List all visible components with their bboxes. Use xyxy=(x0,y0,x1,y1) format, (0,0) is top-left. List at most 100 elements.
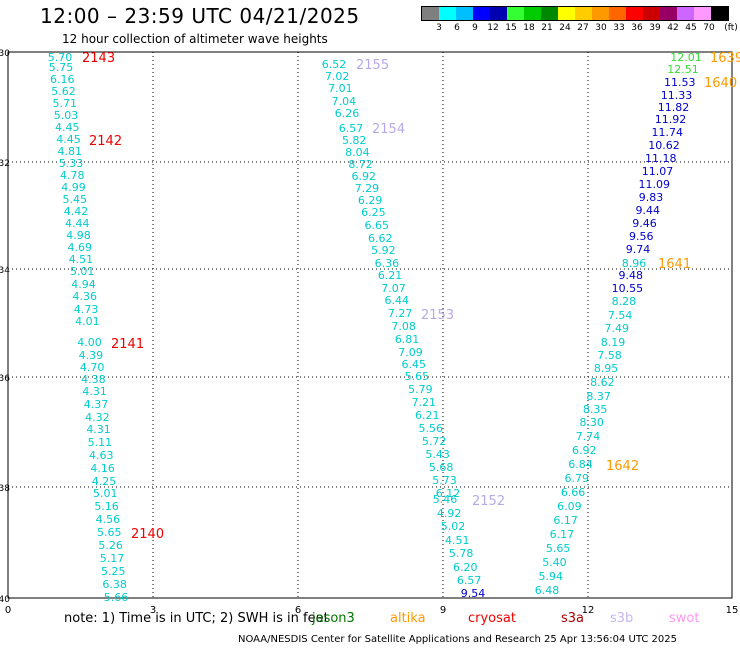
wave-height-value: 5.75 xyxy=(49,61,74,74)
legend-swatch xyxy=(711,7,728,20)
map-title: 12:00 – 23:59 UTC 04/21/2025 xyxy=(40,4,360,28)
wave-height-value: 6.79 xyxy=(565,472,590,485)
wave-height-value: 11.07 xyxy=(642,165,674,178)
pass-number-label: 2142 xyxy=(89,134,122,149)
wave-height-value: 5.11 xyxy=(88,436,113,449)
wave-height-value: 4.36 xyxy=(73,290,98,303)
legend-label: 3 xyxy=(436,23,442,33)
y-tick-label: -36 xyxy=(0,374,10,384)
wave-height-value: 12.51 xyxy=(667,63,699,76)
wave-height-value: 9.83 xyxy=(639,191,664,204)
legend-label: 27 xyxy=(577,23,589,33)
legend-swatch xyxy=(456,7,473,20)
map-subtitle: 12 hour collection of altimeter wave hei… xyxy=(62,32,328,46)
wave-height-value: 7.09 xyxy=(398,346,423,359)
wave-height-value: 5.71 xyxy=(53,97,78,110)
satellite-name: s3a xyxy=(561,611,585,626)
wave-height-value: 4.32 xyxy=(85,411,110,424)
wave-height-value: 9.56 xyxy=(629,230,654,243)
wave-height-value: 7.49 xyxy=(604,322,629,335)
wave-height-value: 4.51 xyxy=(69,253,94,266)
wave-height-value: 6.84 xyxy=(568,458,593,471)
legend-swatch xyxy=(677,7,694,20)
wave-height-value: 4.16 xyxy=(90,462,115,475)
legend-swatch xyxy=(507,7,524,20)
wave-height-value: 7.74 xyxy=(576,430,601,443)
wave-height-value: 7.01 xyxy=(328,82,353,95)
pass-number-label: 2154 xyxy=(372,122,405,137)
wave-height-value: 4.99 xyxy=(61,181,86,194)
legend-swatch xyxy=(592,7,609,20)
wave-height-value: 4.25 xyxy=(92,475,117,488)
pass-number-label: 2152 xyxy=(472,494,505,509)
satellite-name: swot xyxy=(669,611,700,626)
wave-height-value: 8.96 xyxy=(622,257,647,270)
wave-height-value: 7.07 xyxy=(381,282,406,295)
wave-height-value: 4.42 xyxy=(64,205,89,218)
legend-label: 45 xyxy=(685,23,697,33)
wave-height-value: 6.16 xyxy=(50,73,75,86)
legend-label: (ft) xyxy=(724,23,738,33)
x-tick-label: 15 xyxy=(726,605,739,616)
wave-height-value: 4.69 xyxy=(67,241,92,254)
wave-height-value: 9.54 xyxy=(461,587,486,600)
wave-height-value: 6.92 xyxy=(572,444,597,457)
wave-height-value: 5.72 xyxy=(422,435,447,448)
legend-swatch xyxy=(660,7,677,20)
wave-height-value: 6.20 xyxy=(453,561,478,574)
wave-height-value: 4.31 xyxy=(82,385,107,398)
wave-height-value: 4.70 xyxy=(80,361,105,374)
wave-height-value: 6.17 xyxy=(553,514,578,527)
wave-height-value: 5.43 xyxy=(425,448,450,461)
wave-height-value: 8.35 xyxy=(583,403,608,416)
wave-height-value: 5.46 xyxy=(433,493,458,506)
wave-height-value: 5.16 xyxy=(94,500,119,513)
wave-height-value: 5.17 xyxy=(100,552,125,565)
wave-height-value: 4.94 xyxy=(71,278,96,291)
legend-swatch xyxy=(575,7,592,20)
wave-height-value: 8.95 xyxy=(594,362,619,375)
wave-height-value: 6.26 xyxy=(335,107,360,120)
x-tick-label: 6 xyxy=(295,605,301,616)
wave-height-value: 4.45 xyxy=(56,133,81,146)
y-tick-label: -32 xyxy=(0,159,10,169)
wave-height-value: 5.66 xyxy=(104,591,129,604)
wave-height-value: 5.02 xyxy=(441,520,466,533)
legend-swatch xyxy=(524,7,541,20)
legend-label: 30 xyxy=(595,23,607,33)
wave-height-value: 4.81 xyxy=(57,145,82,158)
legend-swatch xyxy=(694,7,711,20)
legend-label: 70 xyxy=(703,23,715,33)
wave-height-value: 8.62 xyxy=(590,376,615,389)
wave-height-value: 6.09 xyxy=(557,500,582,513)
wave-height-value: 8.30 xyxy=(579,416,604,429)
legend-label: 39 xyxy=(649,23,661,33)
wave-height-value: 11.53 xyxy=(664,76,696,89)
wave-height-value: 4.98 xyxy=(66,229,91,242)
legend-swatch xyxy=(626,7,643,20)
legend-labels: 3 6 9 12 15 18 21 24 27 30 33 36 39 42 45 70 (ft) xyxy=(421,21,738,35)
wave-height-value: 5.01 xyxy=(70,265,95,278)
wave-height-value: 5.78 xyxy=(449,547,474,560)
wave-height-value: 7.08 xyxy=(391,320,416,333)
pass-number-label: 2140 xyxy=(131,527,164,542)
wave-height-value: 10.55 xyxy=(612,282,644,295)
legend-swatch xyxy=(643,7,660,20)
wave-height-value: 11.09 xyxy=(639,178,671,191)
wave-height-value: 6.65 xyxy=(365,219,390,232)
wave-height-value: 5.79 xyxy=(408,383,433,396)
wave-height-value: 11.18 xyxy=(645,152,677,165)
color-legend: 3 6 9 12 15 18 21 24 27 30 33 36 39 42 45 70 (ft) xyxy=(421,6,738,35)
wave-height-value: 11.92 xyxy=(655,113,687,126)
wave-height-value: 5.82 xyxy=(342,134,367,147)
wave-height-value: 6.57 xyxy=(457,574,482,587)
wave-height-value: 5.03 xyxy=(54,109,79,122)
wave-height-value: 11.74 xyxy=(652,126,684,139)
wave-height-value: 6.62 xyxy=(368,232,393,245)
pass-number-label: 2153 xyxy=(421,308,454,323)
legend-swatch xyxy=(558,7,575,20)
wave-height-value: 5.68 xyxy=(429,461,454,474)
wave-height-value: 5.56 xyxy=(418,422,443,435)
wave-height-value: 5.92 xyxy=(371,244,396,257)
